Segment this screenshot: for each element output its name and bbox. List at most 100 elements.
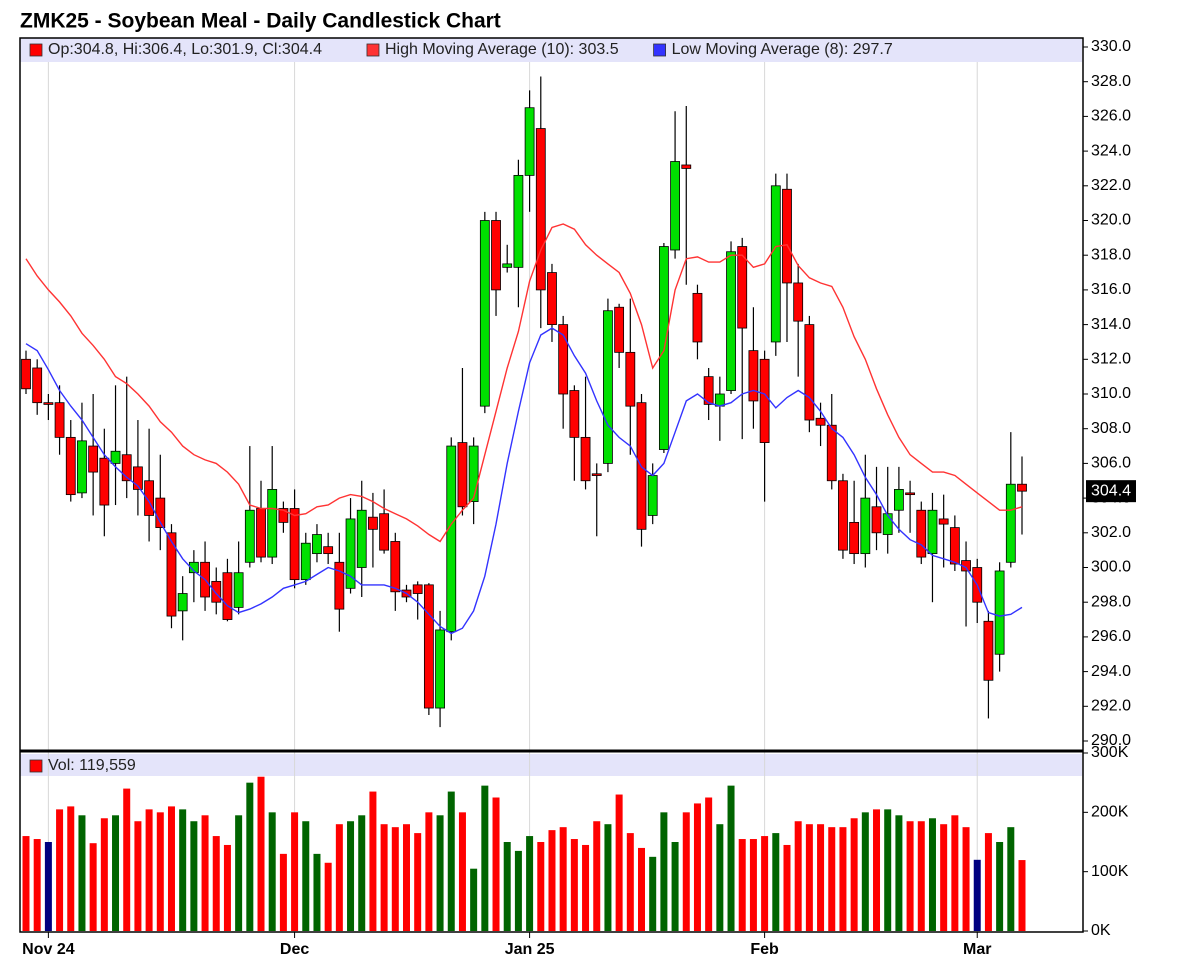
candle-body	[32, 367, 43, 404]
candle-body	[479, 220, 490, 407]
candle-body	[524, 107, 535, 176]
candle-body	[692, 292, 703, 343]
candle-body	[535, 128, 546, 291]
volume-bar	[705, 797, 713, 931]
volume-bar	[570, 839, 578, 931]
candle-body	[614, 306, 625, 353]
candle-body	[804, 324, 815, 421]
volume-bar	[805, 824, 813, 931]
volume-bar	[33, 839, 41, 931]
x-tick-label: Feb	[750, 941, 779, 958]
candle-body	[737, 246, 748, 329]
volume-bar	[268, 812, 276, 931]
plot-area	[21, 62, 1027, 932]
volume-bar	[996, 842, 1004, 931]
y-tick-label: 310.0	[1091, 385, 1131, 402]
volume-bar	[56, 809, 64, 931]
volume-bar	[481, 785, 489, 931]
candle-body	[905, 492, 915, 496]
legend-swatch	[29, 43, 43, 57]
volume-bar	[962, 827, 970, 931]
candle-body	[703, 376, 714, 405]
volume-bar	[794, 821, 802, 931]
y-tick-label: 314.0	[1091, 316, 1131, 333]
last-price-label: 304.4	[1091, 482, 1131, 499]
y-tick-label: 322.0	[1091, 177, 1131, 194]
volume-bar	[649, 856, 657, 931]
moving-average-line	[25, 223, 1023, 543]
y-tick-label: 298.0	[1091, 593, 1131, 610]
volume-bar	[839, 827, 847, 931]
candle-body	[826, 424, 837, 482]
candle-body	[647, 475, 658, 516]
volume-bar	[783, 844, 791, 931]
volume-bar	[917, 821, 925, 931]
candle-body	[43, 402, 54, 405]
candle-body	[211, 580, 222, 603]
volume-bar	[850, 818, 858, 931]
candle-body	[893, 489, 904, 511]
volume-bar	[984, 833, 992, 931]
volume-bar	[772, 833, 780, 931]
y-tick-label: 294.0	[1091, 663, 1131, 680]
y-tick-label: 328.0	[1091, 73, 1131, 90]
volume-bar	[615, 794, 623, 931]
volume-bar	[324, 862, 332, 931]
volume-bar	[727, 785, 735, 931]
legend-swatch	[653, 43, 666, 57]
moving-average-line	[25, 327, 1023, 635]
candle-body	[390, 541, 401, 593]
volume-bar	[167, 806, 175, 931]
volume-bar	[391, 827, 399, 931]
volume-bar	[928, 818, 936, 931]
candle-body	[949, 527, 960, 565]
legend-swatch	[366, 43, 380, 57]
candle-body	[144, 480, 155, 516]
volume-bar	[660, 812, 668, 931]
volume-bar	[145, 809, 153, 931]
candle-body	[188, 561, 199, 574]
y-tick-label: 316.0	[1091, 281, 1131, 298]
candle-body	[927, 509, 938, 555]
candle-body	[770, 185, 781, 343]
volume-bar	[626, 833, 634, 931]
legend-band	[20, 38, 1082, 62]
candle-body	[838, 480, 848, 551]
last-price-badge	[1086, 480, 1136, 503]
legend-band	[20, 754, 1082, 776]
volume-bar	[246, 782, 254, 931]
candle-body	[591, 473, 602, 476]
candle-body	[267, 489, 278, 558]
candle-body	[681, 164, 692, 169]
candle-body	[222, 572, 233, 620]
volume-bar	[123, 788, 131, 931]
volume-bar	[279, 853, 287, 931]
candle-body	[345, 518, 356, 589]
candle-body	[278, 508, 289, 523]
candle-body	[670, 161, 680, 251]
candle-body	[323, 546, 334, 555]
candle-body	[748, 350, 759, 402]
candle-body	[714, 393, 725, 407]
volume-bar	[156, 812, 164, 931]
legend-label: Op:304.8, Hi:306.4, Lo:301.9, Cl:304.4	[48, 41, 322, 58]
candle-body	[513, 174, 524, 268]
volume-bar	[402, 824, 410, 931]
volume-bar	[1007, 827, 1015, 931]
candle-body	[77, 440, 87, 494]
candle-body	[726, 251, 736, 391]
volume-bar	[593, 821, 601, 931]
candle-body	[65, 436, 76, 496]
volume-bar	[526, 836, 534, 931]
candle-body	[300, 542, 311, 581]
candle-body	[244, 509, 255, 563]
volume-bar	[257, 776, 265, 931]
volume-bar	[906, 821, 914, 931]
volume-bar	[369, 791, 377, 931]
candle-body	[334, 561, 345, 610]
volume-bar	[682, 812, 690, 931]
y-tick-label: 300.0	[1091, 559, 1131, 576]
volume-bar	[179, 809, 187, 931]
